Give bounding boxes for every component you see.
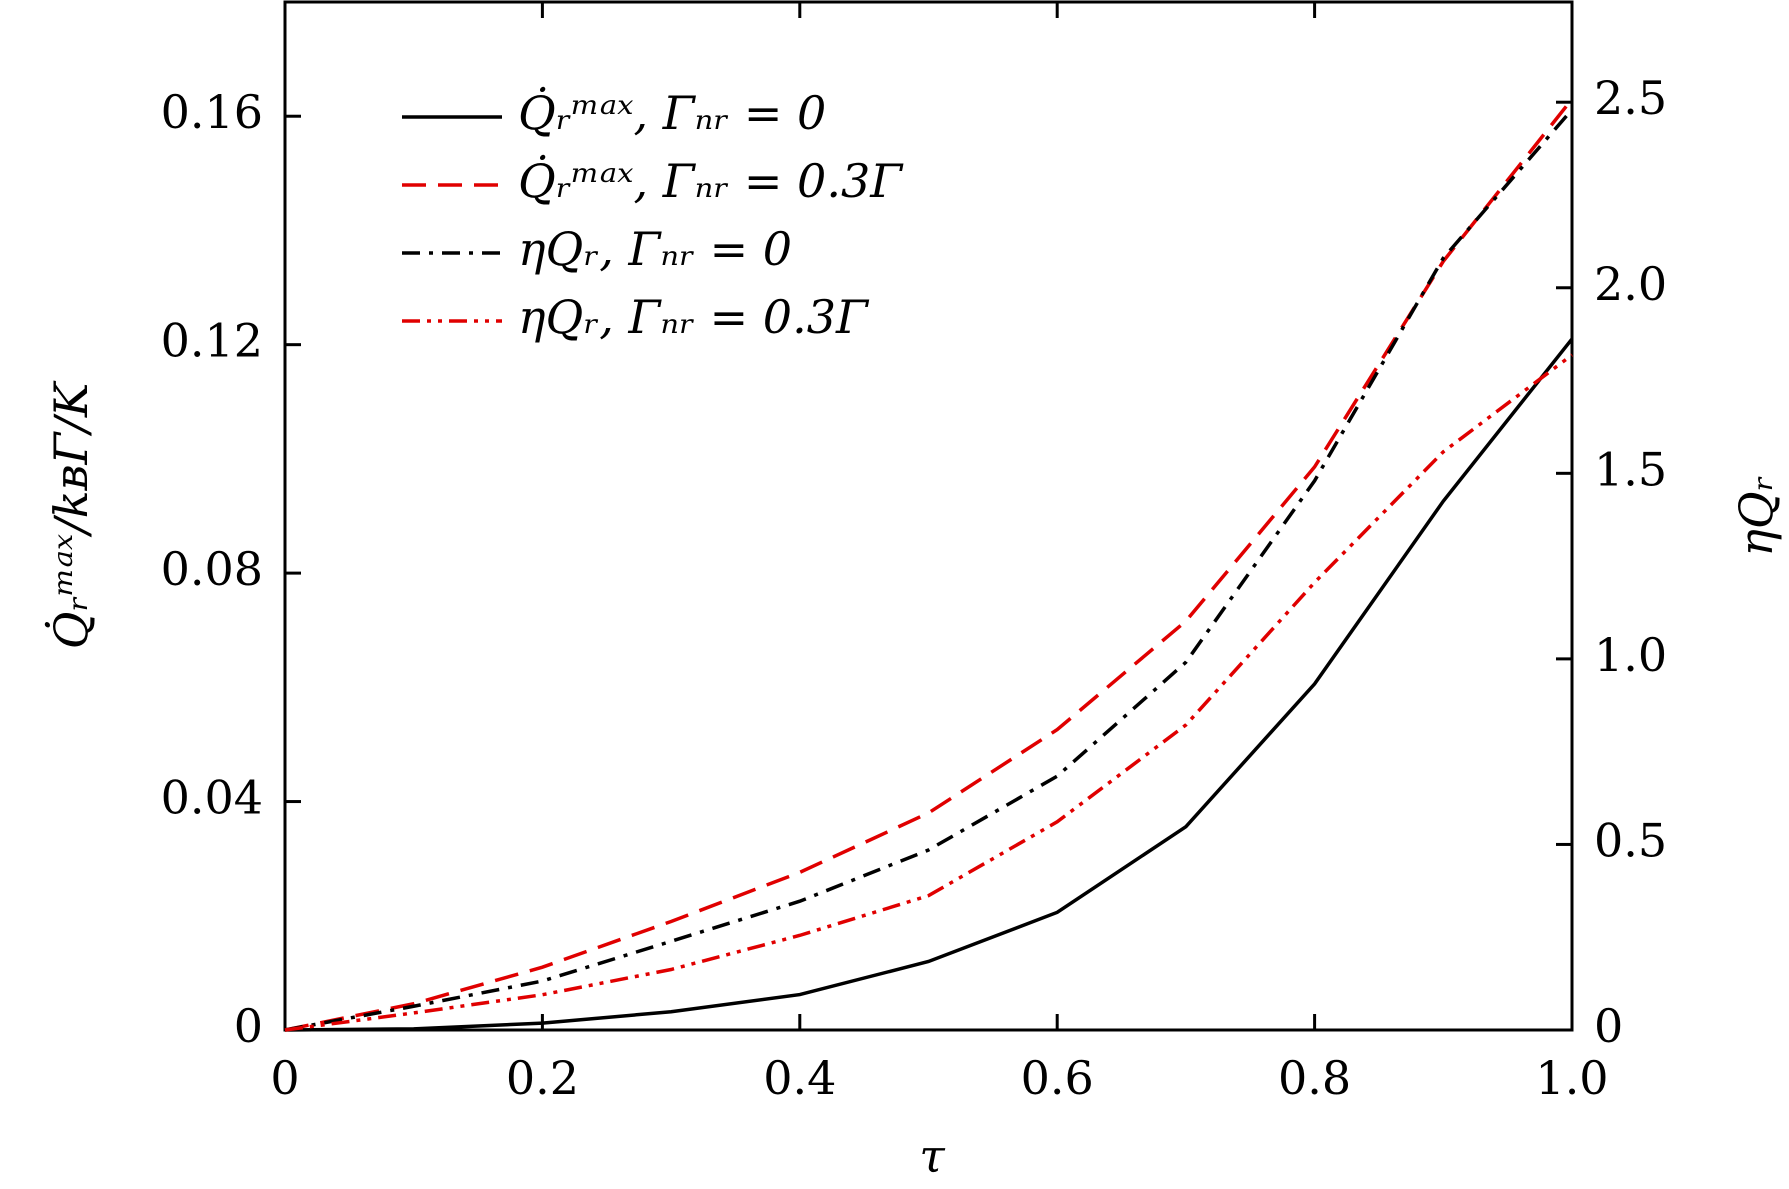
y-tick-label: 0.12: [161, 314, 263, 368]
legend-label: ηQᵣ, Γₙᵣ = 0.3Γ: [518, 290, 870, 344]
line-series: [284, 98, 1574, 1032]
y-tick-label: 0.08: [161, 542, 263, 596]
legend-label: Q̇ᵣᵐᵃˣ, Γₙᵣ = 0: [518, 86, 826, 140]
legend-label: Q̇ᵣᵐᵃˣ, Γₙᵣ = 0.3Γ: [518, 154, 904, 208]
y2-axis-label: ηQᵣ: [1729, 475, 1783, 556]
y2-tick-label: 1.0: [1594, 628, 1667, 682]
x-axis-label: τ: [919, 1129, 946, 1183]
x-tick-label: 0.2: [506, 1051, 579, 1105]
plot-frame: [283, 0, 1574, 1032]
x-tick-label: 0: [270, 1051, 299, 1105]
y2-tick-label: 0.5: [1594, 813, 1667, 867]
y2-tick-label: 2.5: [1594, 71, 1667, 125]
x-tick-label: 0.4: [763, 1051, 836, 1105]
x-tick-label: 1.0: [1535, 1051, 1608, 1105]
y2-tick-label: 0: [1594, 999, 1623, 1053]
line-series: [284, 108, 1574, 1032]
y2-tick-label: 1.5: [1594, 442, 1667, 496]
y2-tick-label: 2.0: [1594, 257, 1667, 311]
y-tick-label: 0.04: [161, 771, 263, 825]
legend-label: ηQᵣ, Γₙᵣ = 0: [518, 222, 792, 276]
x-tick-label: 0.6: [1021, 1051, 1094, 1105]
x-tick-label: 0.8: [1278, 1051, 1351, 1105]
line-series: [284, 337, 1574, 1032]
y-tick-label: 0.16: [161, 85, 263, 139]
y-tick-label: 0: [234, 999, 263, 1053]
line-series: [284, 353, 1574, 1032]
y-axis-label: Q̇ᵣᵐᵃˣ/kʙΓ/K: [44, 380, 98, 649]
